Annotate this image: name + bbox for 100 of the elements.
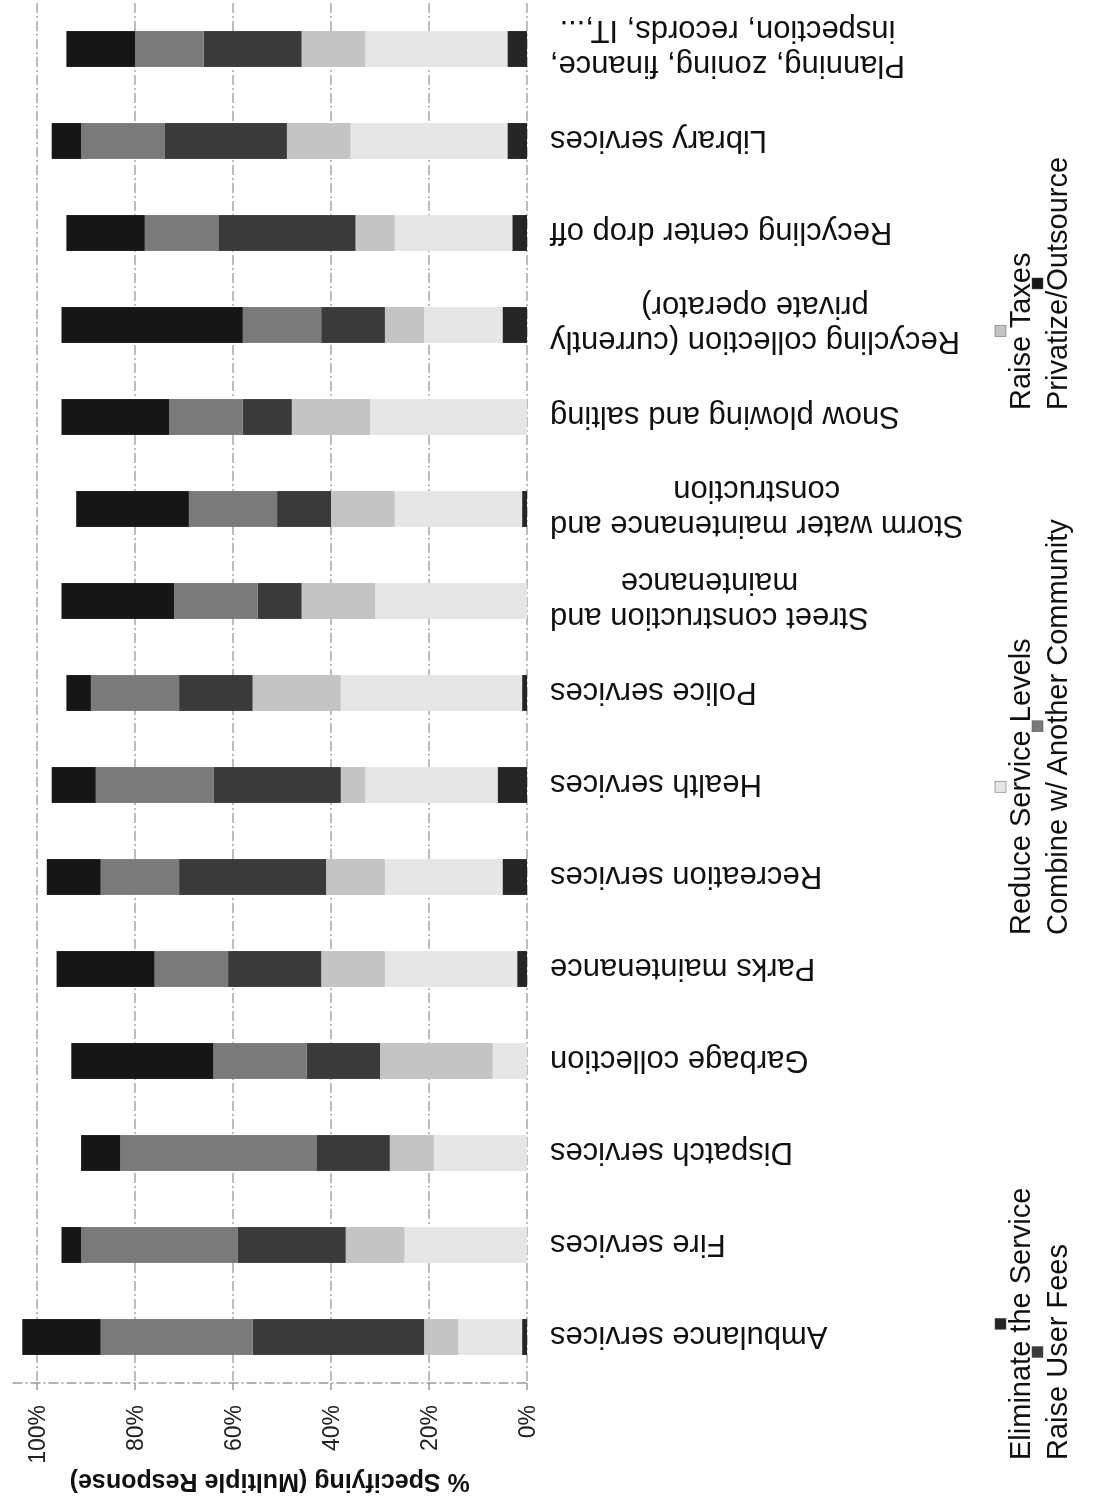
- bar: [81, 123, 165, 159]
- bar: [179, 859, 327, 895]
- bar: [188, 491, 278, 527]
- bar: [100, 1319, 253, 1355]
- bar: [331, 491, 395, 527]
- bar: [179, 675, 253, 711]
- bar: [81, 1135, 121, 1171]
- bar: [154, 951, 229, 987]
- bar: [228, 951, 322, 987]
- legend-label: Eliminate the Service: [1004, 1187, 1036, 1460]
- bar: [213, 1043, 307, 1079]
- bar: [46, 859, 101, 895]
- bar: [257, 583, 302, 619]
- bar: [497, 767, 527, 803]
- bar: [66, 675, 91, 711]
- legend-label: Raise Taxes: [1004, 252, 1036, 410]
- bar: [51, 767, 96, 803]
- y-tick-label: Recycling center drop off: [549, 215, 893, 251]
- x-tick-label: 60%: [220, 1405, 246, 1452]
- bar: [502, 307, 527, 343]
- bar: [384, 859, 503, 895]
- bar: [277, 491, 331, 527]
- bar: [424, 1319, 459, 1355]
- bar: [66, 215, 145, 251]
- bar: [394, 491, 523, 527]
- bar: [61, 583, 175, 619]
- x-axis-title: % Specifying (Multiple Response): [69, 1469, 470, 1497]
- bar: [404, 1227, 527, 1263]
- bar: [95, 767, 214, 803]
- bar: [316, 1135, 390, 1171]
- bar: [213, 767, 341, 803]
- bar: [66, 31, 135, 67]
- x-tick-label: 80%: [122, 1405, 148, 1452]
- bar: [252, 1319, 425, 1355]
- bar: [306, 1043, 380, 1079]
- legend-label: Privatize/Outsource: [1041, 156, 1073, 410]
- x-tick-label: 40%: [318, 1405, 344, 1452]
- bar: [507, 123, 527, 159]
- bar: [252, 675, 341, 711]
- bar: [81, 1227, 238, 1263]
- bar: [389, 1135, 434, 1171]
- bar: [301, 583, 376, 619]
- bar: [61, 307, 243, 343]
- y-tick-label: Street construction and maintenance: [550, 566, 869, 636]
- bar: [326, 859, 385, 895]
- x-tick-label: 100%: [24, 1405, 50, 1464]
- y-tick-label: Police services: [549, 675, 757, 711]
- y-tick-label: Planning, zoning, finance, inspection, records, IT,...: [549, 14, 906, 84]
- x-tick-label: 20%: [416, 1405, 442, 1452]
- bar: [242, 399, 292, 435]
- bar: [218, 215, 356, 251]
- bar: [345, 1227, 405, 1263]
- bar: [291, 399, 371, 435]
- bar: [144, 215, 219, 251]
- y-tick-label: Recreation services: [550, 859, 823, 895]
- bar: [76, 491, 189, 527]
- bar: [512, 215, 527, 251]
- y-tick-label: Snow plowing and salting: [550, 399, 900, 435]
- y-tick-label: Parks maintenance: [549, 951, 816, 987]
- bar: [375, 583, 527, 619]
- bar: [355, 215, 395, 251]
- bar: [384, 307, 425, 343]
- bar: [71, 1043, 214, 1079]
- bar: [321, 951, 385, 987]
- bar: [458, 1319, 523, 1355]
- bar: [517, 951, 527, 987]
- y-tick-label: Recycling collection (currently private operator): [549, 290, 961, 360]
- bar: [522, 1319, 527, 1355]
- bar: [203, 31, 302, 67]
- y-tick-label: Dispatch services: [550, 1135, 793, 1171]
- bar: [384, 951, 518, 987]
- bar: [380, 1043, 493, 1079]
- y-tick-label: Library services: [550, 123, 768, 159]
- y-tick-label: Storm water maintenance and construction: [549, 474, 964, 544]
- bar: [394, 215, 513, 251]
- y-tick-label: Health services: [550, 767, 762, 803]
- bar: [61, 399, 170, 435]
- y-tick-label: Fire services: [549, 1227, 726, 1263]
- bar: [350, 123, 508, 159]
- bar: [365, 767, 498, 803]
- bar: [321, 307, 385, 343]
- bar: [522, 491, 527, 527]
- bar: [237, 1227, 346, 1263]
- bar: [522, 675, 527, 711]
- bar: [370, 399, 527, 435]
- bar: [286, 123, 351, 159]
- bar: [242, 307, 322, 343]
- bar: [433, 1135, 527, 1171]
- bar: [164, 123, 287, 159]
- bar: [100, 859, 180, 895]
- bar: [301, 31, 366, 67]
- bar: [61, 1227, 82, 1263]
- legend-label: Combine w/ Another Community: [1041, 518, 1073, 935]
- x-tick-label: 0%: [514, 1405, 540, 1439]
- y-tick-label: Garbage collection: [549, 1043, 809, 1079]
- legend-label: Raise User Fees: [1041, 1244, 1073, 1460]
- bar: [424, 307, 503, 343]
- bar: [507, 31, 527, 67]
- bar: [120, 1135, 317, 1171]
- bar: [174, 583, 258, 619]
